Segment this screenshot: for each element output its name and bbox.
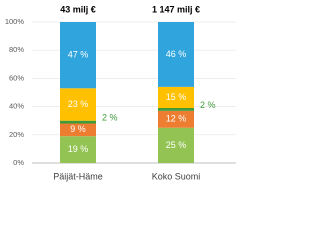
bar-segment (158, 127, 194, 163)
chart: 0% 20% 40% 60% 80% 100% Päijät-Häme 43 milj € 19… (5, 4, 236, 181)
y-tick-label: 60% (9, 73, 24, 82)
y-tick-label: 80% (9, 45, 24, 54)
bar-segment (60, 120, 96, 124)
value-label: 9 % (70, 124, 86, 134)
bar-segment (60, 123, 96, 137)
value-label: 23 % (68, 99, 89, 109)
value-label: 2 % (200, 100, 216, 110)
value-label: 46 % (166, 49, 187, 59)
bar-segment (158, 110, 194, 128)
bar-segment (158, 108, 194, 111)
x-tick-label: Päijät-Häme (53, 171, 103, 181)
bar-total-label: 43 milj € (60, 4, 96, 14)
bar-segment (158, 86, 194, 109)
y-tick-label: 40% (9, 102, 24, 111)
bar-segment (60, 88, 96, 121)
value-label: 2 % (102, 112, 118, 122)
x-tick-label: Koko Suomi (152, 171, 201, 181)
value-label: 19 % (68, 144, 89, 154)
value-label: 12 % (166, 114, 187, 124)
y-tick-label: 100% (5, 17, 25, 26)
value-label: 15 % (166, 92, 187, 102)
bar-segment (60, 136, 96, 163)
y-tick-label: 20% (9, 130, 24, 139)
y-tick-label: 0% (13, 158, 24, 167)
value-label: 25 % (166, 140, 187, 150)
bar-segment (158, 22, 194, 87)
bar-total-label: 1 147 milj € (152, 4, 200, 14)
value-label: 47 % (68, 50, 89, 60)
bar-segment (60, 22, 96, 89)
